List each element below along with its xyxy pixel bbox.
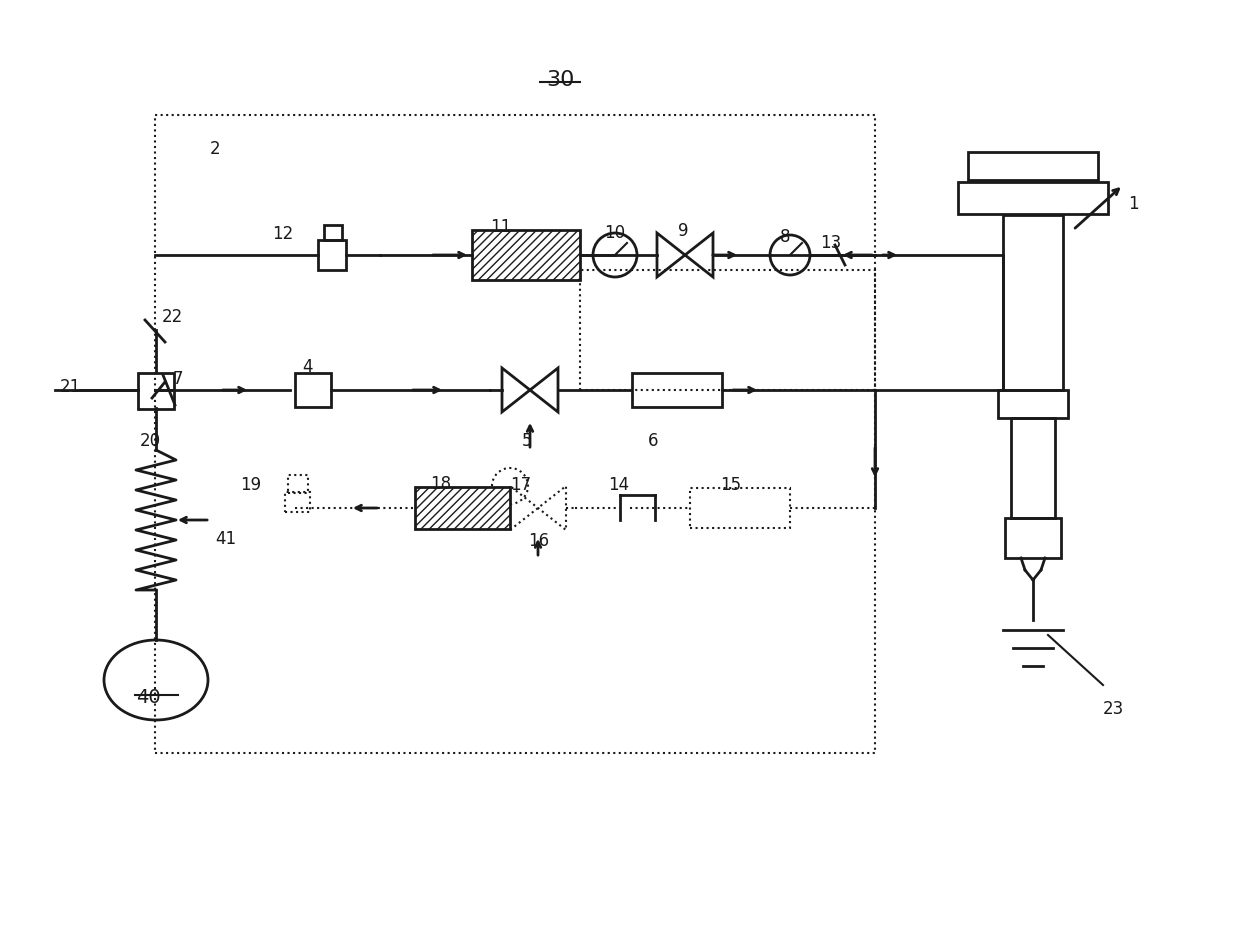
Text: 19: 19 [241, 476, 262, 494]
Bar [1011, 418, 1055, 518]
Text: 12: 12 [272, 225, 293, 243]
Text: 13: 13 [820, 234, 841, 252]
Text: 11: 11 [490, 218, 511, 236]
Bar [959, 182, 1109, 214]
Bar [632, 373, 722, 407]
Bar [580, 270, 875, 390]
Bar [998, 390, 1068, 418]
Text: 6: 6 [649, 432, 658, 450]
Text: 22: 22 [162, 308, 184, 326]
Text: 8: 8 [780, 228, 791, 246]
Bar [285, 492, 310, 512]
Text: 30: 30 [546, 70, 574, 90]
Bar [295, 373, 331, 407]
Text: 15: 15 [720, 476, 742, 494]
Text: 18: 18 [430, 475, 451, 493]
Bar [1003, 215, 1063, 390]
Text: 1: 1 [1128, 195, 1138, 213]
Text: 4: 4 [303, 358, 312, 376]
Bar [415, 487, 510, 529]
Bar [968, 152, 1097, 180]
Bar [317, 240, 346, 270]
Text: 2: 2 [210, 140, 221, 158]
Text: 7: 7 [174, 370, 184, 388]
Text: 41: 41 [215, 530, 236, 548]
Bar [288, 475, 308, 493]
Text: 40: 40 [136, 688, 161, 707]
Text: 14: 14 [608, 476, 629, 494]
Bar [138, 373, 174, 409]
Bar [1004, 518, 1061, 558]
Text: 20: 20 [140, 432, 161, 450]
Text: 21: 21 [60, 378, 82, 396]
Bar [472, 230, 580, 280]
Bar [324, 225, 342, 240]
Text: 9: 9 [678, 222, 688, 240]
Text: 16: 16 [528, 532, 549, 550]
Bar [155, 115, 875, 753]
Bar [689, 488, 790, 528]
Text: 23: 23 [1104, 700, 1125, 718]
Text: 10: 10 [604, 224, 625, 242]
Text: 17: 17 [510, 476, 531, 494]
Text: 5: 5 [522, 432, 532, 450]
